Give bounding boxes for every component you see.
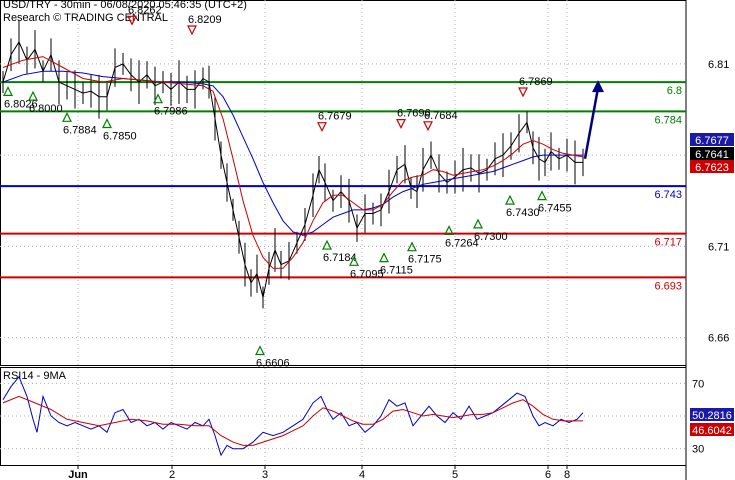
high-marker xyxy=(518,87,528,98)
low-label: 6.7430 xyxy=(506,207,540,219)
low-marker xyxy=(537,190,547,201)
x-tick-label: 5 xyxy=(452,469,458,480)
low-marker xyxy=(379,252,389,263)
high-marker xyxy=(317,122,327,133)
last-value-badge xyxy=(690,133,734,146)
level-label: 6.784 xyxy=(654,114,682,126)
x-tick-label: 6 xyxy=(545,469,551,480)
low-marker xyxy=(255,345,265,356)
rsi-title: RSI14 - 9MA xyxy=(3,370,67,382)
high-marker xyxy=(423,121,433,132)
x-tick-label: 3 xyxy=(262,469,268,480)
ma-red-line xyxy=(2,56,584,269)
high-marker xyxy=(187,25,197,36)
low-label: 6.7175 xyxy=(408,254,442,266)
high-label: 6.7684 xyxy=(424,110,458,122)
low-label: 6.7115 xyxy=(380,265,413,277)
y-tick-label: 6.71 xyxy=(708,241,729,253)
low-marker xyxy=(62,111,72,122)
low-marker xyxy=(153,93,163,104)
low-marker xyxy=(473,218,483,229)
low-label: 6.6606 xyxy=(256,358,290,370)
high-label: 6.7696 xyxy=(397,108,431,120)
level-label: 6.693 xyxy=(654,280,682,292)
forecast-arrow-head xyxy=(592,80,604,93)
last-value-label: 6.7677 xyxy=(695,135,729,147)
main-panel-frame xyxy=(0,0,687,366)
price-line xyxy=(2,40,583,298)
low-marker xyxy=(322,239,332,250)
low-marker xyxy=(102,118,112,129)
rsi-tick-label: 30 xyxy=(692,444,704,456)
high-label: 6.7869 xyxy=(519,76,553,88)
low-label: 6.8026 xyxy=(4,98,38,110)
rsi-last-label: 46.6042 xyxy=(692,425,732,437)
ma-blue-line xyxy=(2,70,583,236)
high-label: 6.8262 xyxy=(128,4,162,16)
low-label: 6.7455 xyxy=(538,203,572,215)
x-tick-label: 8 xyxy=(564,469,570,480)
high-marker xyxy=(127,15,137,26)
low-label: 6.7986 xyxy=(154,106,188,118)
last-value-label: 6.7623 xyxy=(695,162,729,174)
chart-title: USD/TRY - 30min - 06/08/2020 05:46:35 (U… xyxy=(3,0,247,11)
low-label: 6.8000 xyxy=(29,103,63,115)
low-label: 6.7184 xyxy=(323,252,357,264)
low-marker xyxy=(444,225,454,236)
high-label: 6.8209 xyxy=(188,14,222,26)
rsi-ma-line xyxy=(2,395,583,446)
low-label: 6.7264 xyxy=(445,237,479,249)
last-value-badge xyxy=(690,160,734,173)
level-label: 6.717 xyxy=(654,237,682,249)
rsi-last-badge xyxy=(690,423,734,436)
x-tick-label: Jun xyxy=(68,469,88,480)
level-label: 6.8 xyxy=(667,85,682,97)
y-tick-label: 6.66 xyxy=(708,333,729,345)
low-label: 6.7884 xyxy=(63,124,97,136)
low-marker xyxy=(3,86,13,96)
low-marker xyxy=(407,241,417,252)
high-label: 6.7679 xyxy=(318,111,352,123)
level-label: 6.743 xyxy=(654,189,682,201)
low-label: 6.7300 xyxy=(474,231,508,243)
low-marker xyxy=(28,90,38,101)
high-marker xyxy=(396,119,406,129)
low-label: 6.7095 xyxy=(350,268,384,280)
rsi-last-label: 50.2816 xyxy=(692,410,732,422)
last-value-label: 6.7641 xyxy=(695,149,729,161)
chart-subtitle: Research © TRADING CENTRAL xyxy=(3,12,168,24)
forecast-arrow-shaft xyxy=(583,87,600,160)
rsi-line xyxy=(2,375,584,457)
last-value-badge xyxy=(690,147,734,160)
rsi-tick-label: 70 xyxy=(692,378,704,390)
low-marker xyxy=(349,255,359,266)
low-label: 6.7850 xyxy=(103,131,137,143)
rsi-last-badge xyxy=(690,408,734,421)
low-marker xyxy=(505,194,515,205)
x-tick-label: 4 xyxy=(359,469,365,480)
x-tick-label: 2 xyxy=(169,469,175,480)
y-tick-label: 6.81 xyxy=(708,59,729,71)
